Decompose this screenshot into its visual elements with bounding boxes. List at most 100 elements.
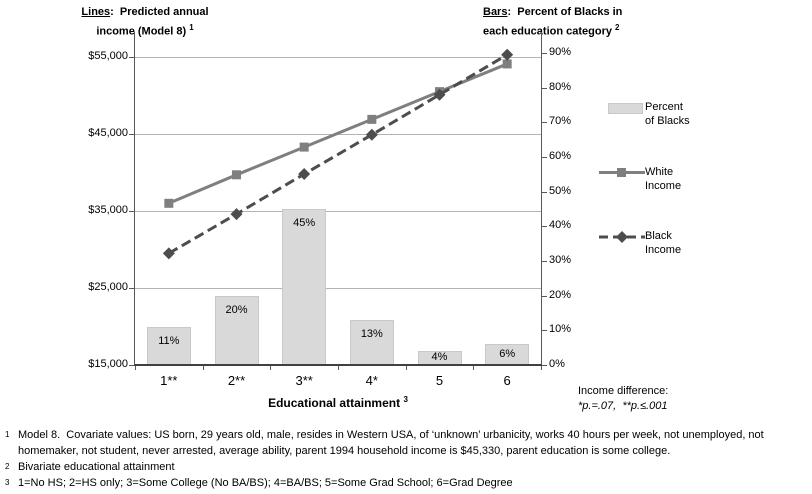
footnote: 1 Model 8. Covariate values: US born, 29 … [3,427,807,459]
bar [214,295,259,365]
x-axis-tick [541,365,542,370]
right-axis-tick-label: 30% [549,254,572,266]
white-income-marker [164,198,174,208]
black-income-marker [501,48,514,61]
footnote-marker: 1 [5,430,10,439]
footnotes: 1 Model 8. Covariate values: US born, 29 … [3,427,807,491]
right-axis-tick [541,330,547,332]
footnote-marker: 3 [5,478,10,487]
gridline [135,210,541,212]
lines-heading-footnote-ref: 1 [189,23,194,32]
x-axis-category-label: 3** [295,373,313,388]
left-axis-tick [129,365,135,366]
right-axis-tick [541,53,547,54]
right-axis-tick-label: 50% [549,184,572,197]
x-axis-tick [405,365,407,370]
footnote: 2 Bivariate educational attainment [3,459,807,475]
x-axis-tick [270,365,272,370]
gridline [135,287,541,289]
bar-label: 4% [431,351,448,364]
footnote-text: Bivariate educational attainment [18,461,175,473]
x-axis-tick [338,365,339,370]
gridline [135,133,541,135]
x-axis-title-footnote-ref: 3 [403,395,408,404]
bar-label: 6% [499,347,516,360]
lines-heading-line2: income (Model 8) [96,25,190,38]
footnote-text: 1=No HS; 2=HS only; 3=Some College (No B… [18,477,513,489]
x-axis-title: Educational attainment 3 [135,395,541,410]
x-axis-line [134,364,542,366]
bar-label: 11% [158,334,180,347]
right-axis-tick-label: 20% [549,288,572,301]
gridline [135,56,541,58]
right-axis-tick-label: 10% [549,323,572,336]
right-axis-tick-label: 70% [549,115,572,128]
lines-heading-rest: : Predicted annual [110,6,209,18]
right-axis-tick [541,295,547,297]
white-income-marker [299,142,309,152]
right-axis-tick [541,157,547,158]
x-axis-category-label: 5 [435,373,444,388]
x-axis-category-label: 2** [227,373,246,388]
right-axis-tick-label: 60% [549,150,572,162]
legend-label-percent-of-blacks: Percent of Blacks [645,101,690,127]
white-income-marker [367,114,377,124]
white-income-marker [232,170,241,180]
left-axis-tick-label: $35,000 [88,204,128,216]
legend-bar-swatch [608,103,643,114]
right-axis-tick [541,122,547,124]
x-axis-category-label: 4* [365,373,378,388]
bars-heading-footnote-ref: 2 [615,23,620,32]
bar-label: 45% [293,217,316,229]
black-income-marker [298,168,311,181]
left-axis-tick [129,134,135,135]
income-difference-pvalues: *p.=.07, **p.≤.001 [578,400,668,412]
bars-heading-rest: : Percent of Blacks in [507,6,623,18]
right-axis-tick-label: 0% [549,358,565,370]
bars-axis-heading: Bars: Percent of Blacks in each educatio… [483,4,653,40]
footnote-text: Model 8. Covariate values: US born, 29 y… [18,429,764,457]
x-axis-category-label: 6 [503,373,511,388]
right-axis-tick [541,191,547,193]
right-axis-tick [541,365,547,366]
black-income-line [168,53,508,255]
left-axis-tick-label: $25,000 [88,281,128,293]
bar-label: 13% [360,327,383,340]
lines-axis-heading: Lines: Predicted annual income (Model 8)… [70,4,220,40]
income-difference-note: Income difference: *p.=.07, **p.≤.001 [578,384,668,414]
black-income-marker [162,247,175,260]
legend-label-white-income: White Income [645,166,682,192]
x-axis-category-label: 1** [160,373,178,388]
bars-keyword: Bars [483,6,508,18]
left-axis-tick-label: $45,000 [88,127,128,139]
black-income-marker [365,128,378,141]
left-axis-tick-label: $15,000 [88,358,128,370]
income-difference-label: Income difference: [578,385,669,397]
x-axis-title-text: Educational attainment [268,396,401,410]
left-axis-tick [129,57,135,58]
bars-heading-line2: each education category [483,25,616,38]
bar-label: 20% [225,303,248,316]
legend-black-income-sample [599,231,645,243]
legend-white-income-sample [599,168,645,177]
x-axis-tick [135,365,136,370]
right-axis-tick [541,226,547,228]
footnote: 3 1=No HS; 2=HS only; 3=Some College (No … [3,475,807,491]
footnote-marker: 2 [5,462,10,471]
right-axis-tick [541,87,547,89]
legend-label-black-income: Black Income [645,230,682,256]
right-axis-tick [541,261,547,262]
y-axis-line-right [541,32,542,365]
left-axis-tick-label: $55,000 [88,50,128,62]
bar [282,209,327,365]
white-income-marker [502,59,512,69]
bar [349,319,394,365]
y-axis-line-left [134,32,135,365]
left-axis-tick [129,288,135,289]
bar [146,326,191,365]
lines-keyword: Lines [81,6,111,18]
left-axis-tick [129,211,135,212]
right-axis-tick-label: 80% [549,80,572,93]
